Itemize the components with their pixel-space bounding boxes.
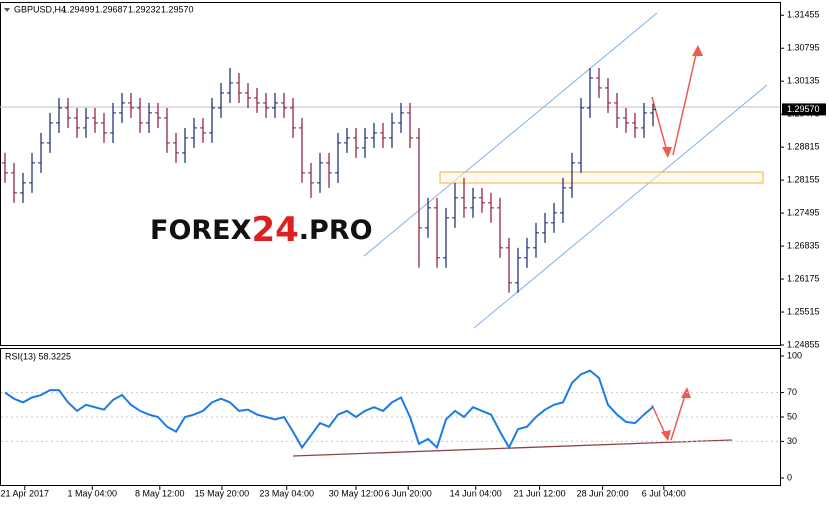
y-tick-label: 50 (787, 411, 797, 421)
x-tick-label: 8 May 12:00 (135, 488, 185, 498)
y-tick-label: 1.24855 (787, 339, 820, 349)
rsi-label: RSI(13) 58.3225 (5, 351, 71, 361)
y-tick-label: 1.28155 (787, 174, 820, 184)
watermark-part: FOREX (150, 215, 252, 246)
header-quote: 1.29499 (62, 4, 95, 14)
arrow-head (662, 147, 672, 158)
x-tick-label: 6 Jul 04:00 (642, 488, 686, 498)
y-tick-label: 70 (787, 387, 797, 397)
price-tag (782, 103, 826, 116)
x-tick-label: 21 Jun 12:00 (514, 488, 566, 498)
watermark-part: 24 (251, 210, 298, 250)
rsi-trendline (292, 439, 733, 457)
arrow-up (670, 391, 687, 441)
x-tick-label: 15 May 20:00 (195, 488, 250, 498)
x-tick-label: 28 Jun 20:00 (577, 488, 629, 498)
y-tick-label: 1.30135 (787, 76, 820, 86)
price-tag-label: 1.29570 (787, 104, 820, 114)
header-symbol: GBPUSD,H4 (14, 4, 66, 14)
price-frame (0, 2, 781, 346)
y-tick-label: 1.31455 (787, 10, 820, 20)
channel-upper (363, 12, 658, 257)
x-tick-label: 14 Jun 04:00 (450, 488, 502, 498)
support-zone (439, 171, 764, 184)
x-tick-label: 21 Apr 2017 (1, 488, 50, 498)
y-tick-label: 0 (787, 472, 792, 482)
rsi-line (4, 369, 654, 450)
y-tick-label: 1.25515 (787, 306, 820, 316)
x-tick-label: 30 May 12:00 (329, 488, 384, 498)
y-tick-label: 30 (787, 436, 797, 446)
x-tick-label: 6 Jun 20:00 (385, 488, 432, 498)
arrow-down (651, 96, 669, 156)
channel-lower (473, 84, 768, 329)
arrow-head (661, 430, 671, 441)
y-tick-label: 1.26175 (787, 273, 820, 283)
watermark-part: .PRO (299, 215, 373, 246)
watermark: FOREX24.PRO (150, 210, 373, 250)
x-tick-label: 23 May 04:00 (259, 488, 314, 498)
arrow-head (692, 45, 703, 56)
header-quote: 1.29570 (161, 4, 194, 14)
y-tick-label: 100 (787, 350, 802, 360)
header-icon (4, 8, 10, 12)
header-quote: 1.29232 (128, 4, 161, 14)
arrow-up (672, 49, 698, 156)
y-tick-label: 1.26835 (787, 240, 820, 250)
y-tick-label: 1.30795 (787, 43, 820, 53)
y-tick-label: 1.27495 (787, 207, 820, 217)
y-tick-label: 1.28815 (787, 142, 820, 152)
x-tick-label: 1 May 04:00 (68, 488, 118, 498)
header-quote: 1.29687 (95, 4, 128, 14)
